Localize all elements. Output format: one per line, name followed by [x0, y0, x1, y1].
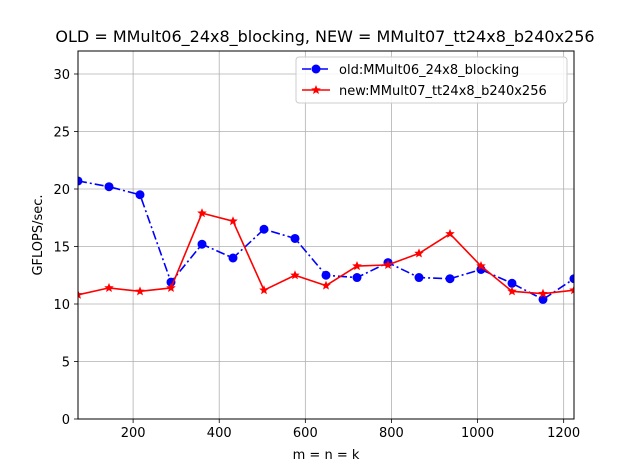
- data-point-old: [228, 253, 238, 263]
- data-point-new: [445, 228, 455, 238]
- x-tick-label: 1000: [461, 426, 494, 441]
- legend-marker-new: [311, 85, 321, 95]
- legend-label-new: new:MMult07_tt24x8_b240x256: [339, 84, 547, 99]
- data-point-new: [352, 261, 362, 271]
- data-point-old: [445, 274, 455, 284]
- legend-marker-old: [311, 64, 321, 74]
- x-tick-label: 800: [379, 426, 404, 441]
- series-old: [78, 176, 574, 304]
- data-point-old: [135, 190, 145, 200]
- y-tick-label: 20: [53, 183, 70, 198]
- legend-box: [295, 56, 568, 104]
- data-point-new: [135, 286, 145, 296]
- x-tick-label: 600: [293, 426, 318, 441]
- data-point-new: [538, 288, 548, 298]
- series-new: [78, 208, 574, 299]
- data-point-old: [352, 273, 362, 283]
- data-point-new: [78, 289, 83, 299]
- y-tick-label: 5: [62, 356, 70, 371]
- data-point-new: [197, 208, 207, 218]
- x-tick-label: 400: [207, 426, 232, 441]
- data-point-new: [383, 259, 393, 269]
- y-tick-label: 10: [53, 298, 70, 313]
- x-tick-label: 1200: [547, 426, 580, 441]
- data-point-new: [321, 280, 331, 290]
- legend-label-old: old:MMult06_24x8_blocking: [339, 63, 519, 78]
- y-tick-label: 15: [53, 241, 70, 256]
- axis-ticks: 200 400 600 800 1000 1200 0 5 10 15 20 25 30: [53, 68, 580, 441]
- chart-title: OLD = MMult06_24x8_blocking, NEW = MMult…: [55, 27, 594, 47]
- y-tick-label: 0: [62, 413, 70, 428]
- data-point-old: [290, 233, 300, 243]
- data-point-new: [507, 286, 517, 296]
- y-tick-label: 25: [53, 126, 70, 141]
- data-point-old: [414, 273, 424, 283]
- legend: old:MMult06_24x8_blocking new:MMult07_tt2…: [295, 56, 568, 104]
- y-axis-label: GFLOPS/sec.: [31, 194, 46, 275]
- data-point-old: [78, 176, 83, 186]
- data-point-old: [104, 182, 114, 192]
- data-point-old: [507, 278, 517, 288]
- plot-frame: [77, 50, 575, 420]
- data-point-old: [197, 239, 207, 249]
- data-point-new: [166, 282, 176, 292]
- data-point-new: [569, 285, 574, 295]
- data-point-new: [104, 282, 114, 292]
- x-axis-label: m = n = k: [293, 448, 360, 463]
- grid: [78, 51, 574, 420]
- data-point-new: [476, 261, 486, 271]
- data-point-new: [259, 285, 269, 295]
- data-point-new: [228, 216, 238, 226]
- data-point-new: [414, 248, 424, 258]
- series-layer: [78, 176, 574, 304]
- y-tick-label: 30: [53, 68, 70, 83]
- data-point-old: [321, 270, 331, 280]
- data-point-new: [290, 270, 300, 280]
- data-point-old: [538, 294, 548, 304]
- x-tick-label: 200: [121, 426, 146, 441]
- data-point-old: [569, 274, 574, 284]
- data-point-old: [259, 224, 269, 234]
